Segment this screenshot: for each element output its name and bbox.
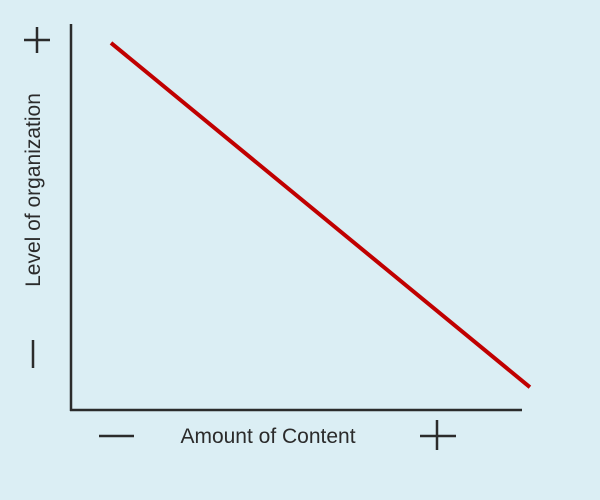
series-layer [109,41,532,389]
y-axis-plus-icon [24,27,50,53]
series-line-0 [109,41,532,389]
x-axis-plus-icon [420,420,456,450]
x-axis-label: Amount of Content [180,425,355,448]
y-axis-label: Level of organization [22,93,45,287]
